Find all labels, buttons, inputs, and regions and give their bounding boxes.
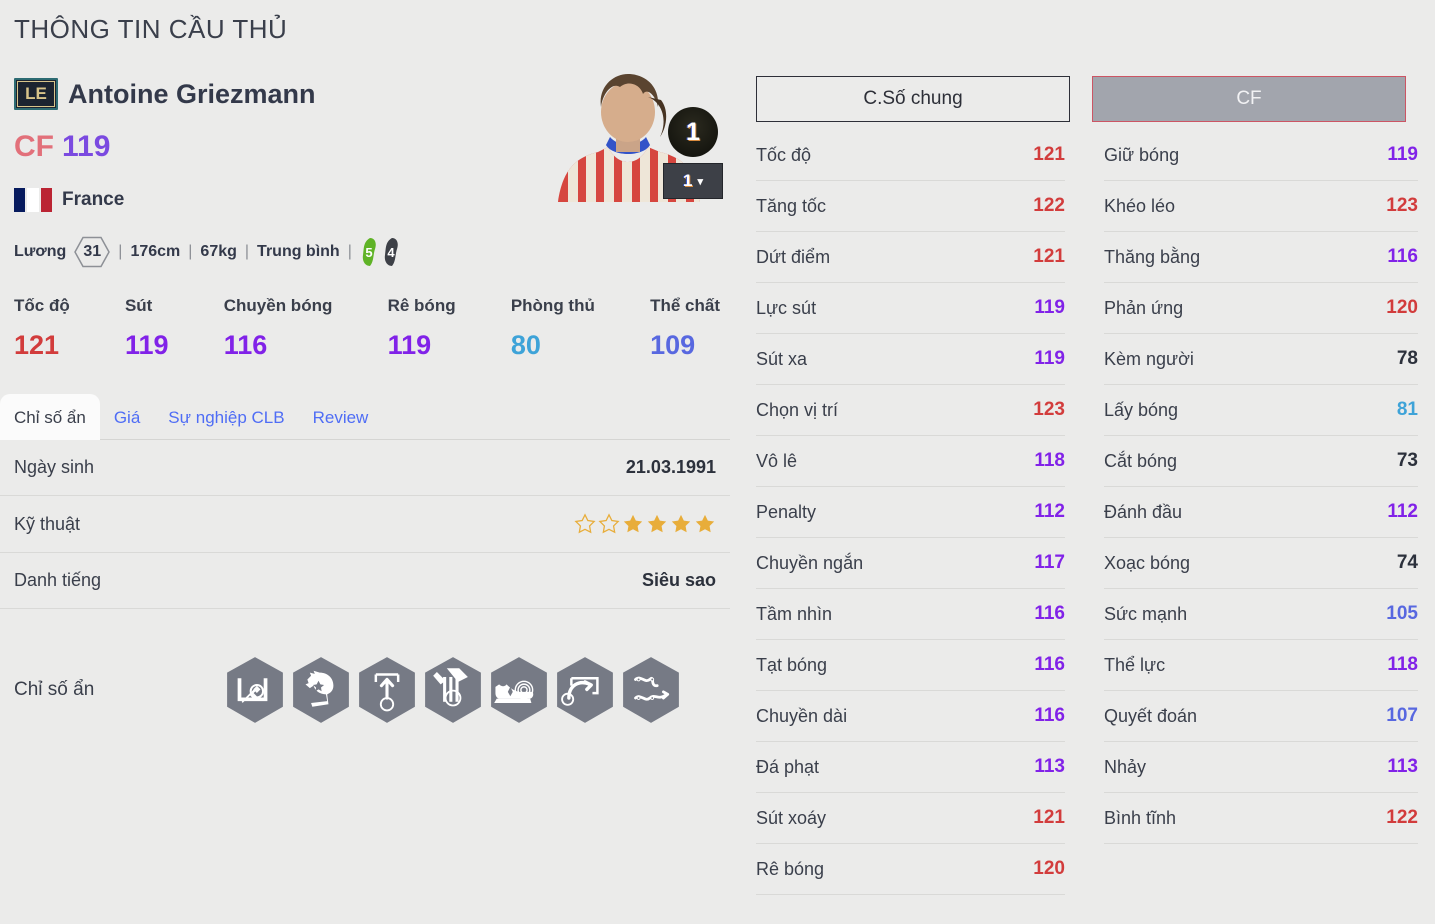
svg-text:4: 4 [387,245,395,260]
svg-text:5: 5 [365,245,372,260]
